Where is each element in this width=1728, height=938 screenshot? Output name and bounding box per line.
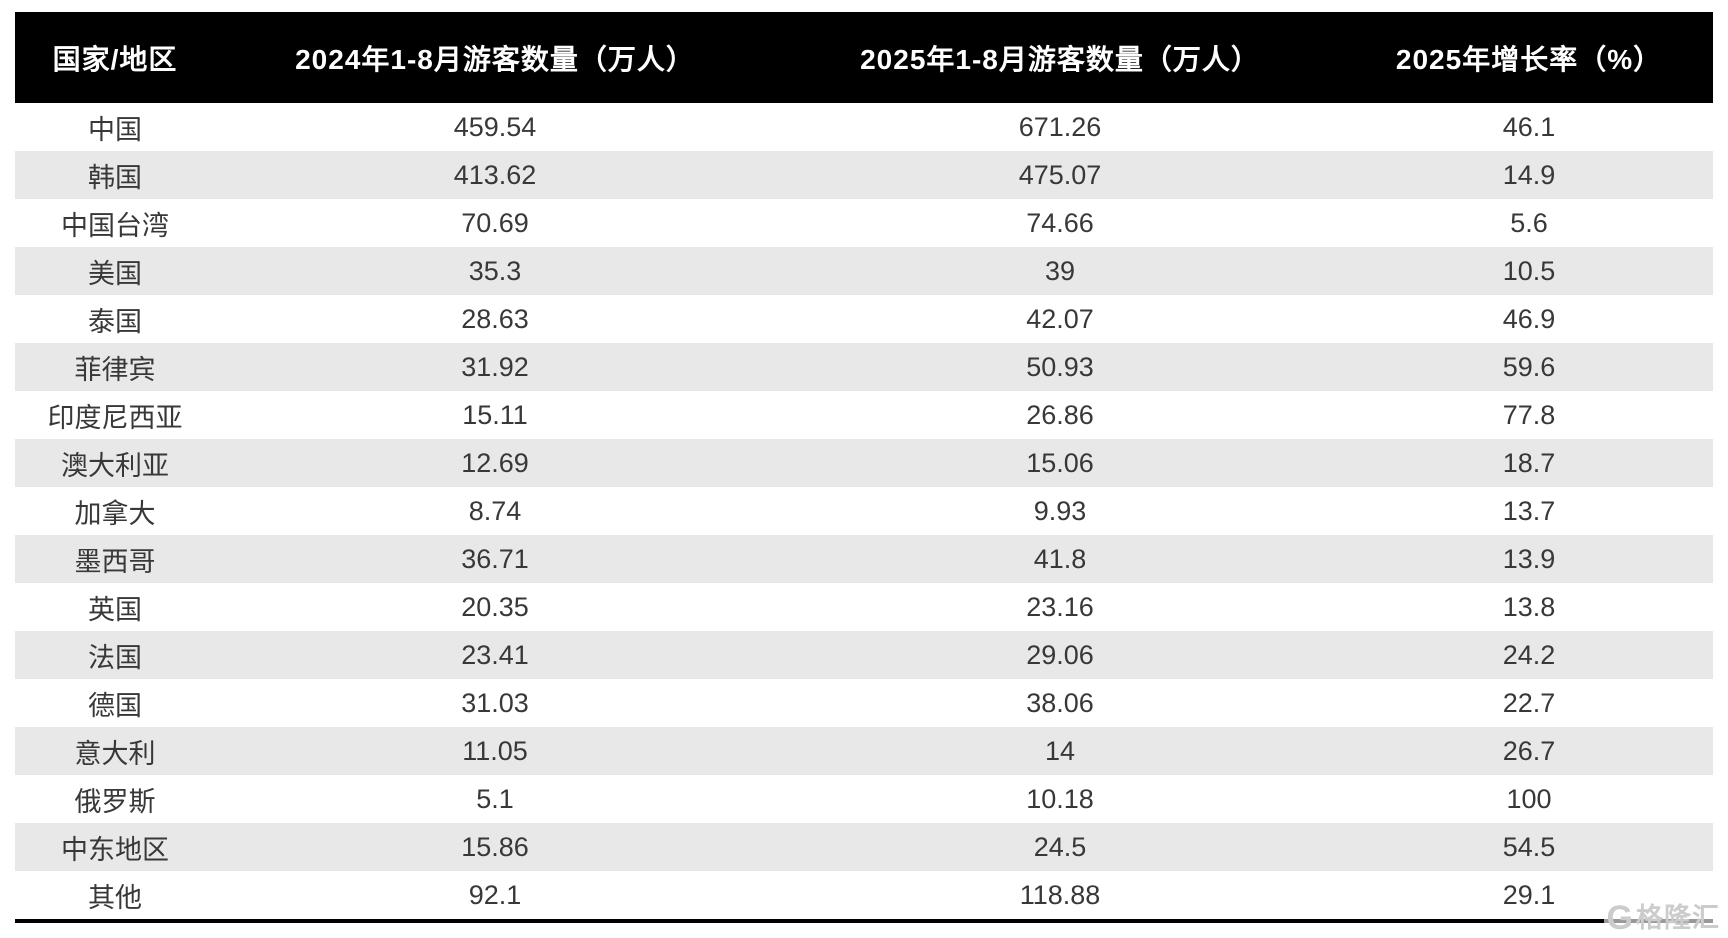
cell-growth-2025: 22.7	[1502, 687, 1556, 718]
cell-growth-2025: 13.9	[1345, 535, 1713, 583]
cell-region: 德国	[88, 690, 142, 721]
cell-visitors-2024: 5.1	[476, 783, 514, 814]
gelonghui-logo-icon: G	[1606, 899, 1633, 937]
cell-visitors-2025: 475.07	[775, 151, 1345, 199]
cell-region: 泰国	[88, 306, 142, 337]
cell-visitors-2025: 118.88	[1019, 879, 1101, 910]
cell-growth-2025: 13.7	[1502, 495, 1556, 526]
col-header-region: 国家/地区	[15, 12, 215, 103]
cell-visitors-2024: 35.3	[215, 247, 775, 295]
table-row: 印度尼西亚 15.11 26.86 77.8	[15, 391, 1713, 439]
cell-visitors-2025: 39	[775, 247, 1345, 295]
table-row: 澳大利亚 12.69 15.06 18.7	[15, 439, 1713, 487]
cell-visitors-2024: 28.63	[461, 303, 529, 334]
cell-visitors-2024: 23.41	[215, 631, 775, 679]
table-row: 中东地区 15.86 24.5 54.5	[15, 823, 1713, 871]
col-header-growth-2025: 2025年增长率（%）	[1345, 12, 1713, 103]
cell-region: 俄罗斯	[74, 786, 156, 817]
cell-visitors-2025: 671.26	[1018, 111, 1102, 142]
cell-growth-2025: 14.9	[1345, 151, 1713, 199]
cell-growth-2025: 26.7	[1345, 727, 1713, 775]
table-row: 其他 92.1 118.88 29.1	[15, 871, 1713, 921]
table-row: 加拿大 8.74 9.93 13.7	[15, 487, 1713, 535]
table-row: 意大利 11.05 14 26.7	[15, 727, 1713, 775]
cell-visitors-2025: 24.5	[775, 823, 1345, 871]
cell-growth-2025: 29.1	[1502, 879, 1556, 910]
cell-visitors-2024: 459.54	[453, 111, 537, 142]
col-header-visitors-2025: 2025年1-8月游客数量（万人）	[775, 12, 1345, 103]
table-header-row: 国家/地区 2024年1-8月游客数量（万人） 2025年1-8月游客数量（万人…	[15, 12, 1713, 103]
cell-growth-2025: 54.5	[1345, 823, 1713, 871]
cell-visitors-2025: 15.06	[775, 439, 1345, 487]
cell-growth-2025: 46.9	[1502, 303, 1556, 334]
cell-region: 其他	[88, 882, 142, 913]
cell-visitors-2025: 14	[775, 727, 1345, 775]
table-row: 德国 31.03 38.06 22.7	[15, 679, 1713, 727]
cell-visitors-2024: 31.92	[215, 343, 775, 391]
cell-growth-2025: 13.8	[1502, 591, 1556, 622]
cell-region: 中国	[88, 114, 142, 145]
cell-growth-2025: 77.8	[1502, 399, 1556, 430]
cell-visitors-2024: 36.71	[215, 535, 775, 583]
cell-visitors-2024: 11.05	[215, 727, 775, 775]
cell-region: 法国	[15, 631, 215, 679]
cell-visitors-2024: 12.69	[215, 439, 775, 487]
cell-region: 美国	[15, 247, 215, 295]
table-row: 中国台湾 70.69 74.66 5.6	[15, 199, 1713, 247]
table-row: 俄罗斯 5.1 10.18 100	[15, 775, 1713, 823]
cell-growth-2025: 100	[1506, 783, 1552, 814]
table-row: 菲律宾 31.92 50.93 59.6	[15, 343, 1713, 391]
table-row: 法国 23.41 29.06 24.2	[15, 631, 1713, 679]
cell-visitors-2025: 23.16	[1026, 591, 1094, 622]
cell-region: 韩国	[15, 151, 215, 199]
cell-region: 印度尼西亚	[47, 402, 183, 433]
table-header: 国家/地区 2024年1-8月游客数量（万人） 2025年1-8月游客数量（万人…	[15, 12, 1713, 103]
cell-visitors-2025: 9.93	[1033, 495, 1087, 526]
cell-visitors-2025: 74.66	[1026, 207, 1094, 238]
cell-visitors-2025: 42.07	[1026, 303, 1094, 334]
cell-visitors-2025: 50.93	[775, 343, 1345, 391]
cell-region: 墨西哥	[15, 535, 215, 583]
cell-visitors-2025: 26.86	[1026, 399, 1094, 430]
cell-visitors-2024: 15.11	[462, 399, 528, 430]
cell-growth-2025: 24.2	[1345, 631, 1713, 679]
gelonghui-watermark: G 格隆汇	[1603, 899, 1723, 937]
cell-visitors-2025: 41.8	[775, 535, 1345, 583]
cell-region: 菲律宾	[15, 343, 215, 391]
col-header-visitors-2024: 2024年1-8月游客数量（万人）	[215, 12, 775, 103]
cell-visitors-2024: 15.86	[215, 823, 775, 871]
cell-growth-2025: 59.6	[1345, 343, 1713, 391]
table-row: 中国 459.54 671.26 46.1	[15, 103, 1713, 151]
cell-region: 中国台湾	[61, 210, 169, 241]
table-row: 美国 35.3 39 10.5	[15, 247, 1713, 295]
cell-region: 中东地区	[15, 823, 215, 871]
cell-region: 澳大利亚	[15, 439, 215, 487]
table-body: 中国 459.54 671.26 46.1 韩国 413.62 475.07 14.9 中国台湾…	[15, 103, 1713, 921]
cell-visitors-2024: 413.62	[215, 151, 775, 199]
cell-growth-2025: 10.5	[1345, 247, 1713, 295]
table-row: 墨西哥 36.71 41.8 13.9	[15, 535, 1713, 583]
tourist-stats-table: 国家/地区 2024年1-8月游客数量（万人） 2025年1-8月游客数量（万人…	[15, 12, 1713, 923]
cell-visitors-2025: 10.18	[1026, 783, 1094, 814]
cell-visitors-2025: 29.06	[775, 631, 1345, 679]
cell-visitors-2024: 31.03	[461, 687, 529, 718]
table-row: 泰国 28.63 42.07 46.9	[15, 295, 1713, 343]
table-row: 英国 20.35 23.16 13.8	[15, 583, 1713, 631]
cell-visitors-2024: 70.69	[461, 207, 529, 238]
table-row: 韩国 413.62 475.07 14.9	[15, 151, 1713, 199]
cell-visitors-2024: 92.1	[468, 879, 522, 910]
cell-region: 意大利	[15, 727, 215, 775]
cell-visitors-2024: 8.74	[468, 495, 522, 526]
cell-region: 加拿大	[74, 498, 156, 529]
cell-visitors-2024: 20.35	[461, 591, 529, 622]
cell-region: 英国	[88, 594, 142, 625]
cell-growth-2025: 46.1	[1502, 111, 1556, 142]
cell-growth-2025: 18.7	[1345, 439, 1713, 487]
cell-visitors-2025: 38.06	[1026, 687, 1094, 718]
gelonghui-watermark-text: 格隆汇	[1636, 902, 1720, 933]
cell-growth-2025: 5.6	[1510, 207, 1548, 238]
